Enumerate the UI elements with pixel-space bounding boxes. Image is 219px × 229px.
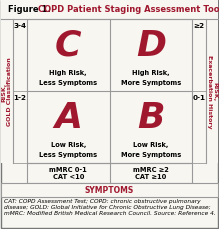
Text: Less Symptoms: Less Symptoms — [39, 152, 97, 158]
Text: D: D — [136, 29, 166, 63]
Text: B: B — [137, 101, 164, 134]
Text: C: C — [55, 29, 81, 63]
Bar — [27, 20, 110, 92]
Bar — [27, 20, 192, 163]
Text: RISK,
Exacerbation History: RISK, Exacerbation History — [207, 55, 217, 128]
Text: High Risk,: High Risk, — [132, 70, 170, 76]
Bar — [27, 163, 192, 183]
Bar — [110, 92, 192, 163]
Text: Low Risk,: Low Risk, — [51, 142, 86, 148]
Bar — [27, 92, 110, 163]
Text: More Symptoms: More Symptoms — [121, 80, 181, 86]
Text: Figure 1.: Figure 1. — [8, 5, 53, 14]
Text: Low Risk,: Low Risk, — [133, 142, 168, 148]
Text: RISK,
GOLD Classification: RISK, GOLD Classification — [1, 57, 12, 126]
Text: COPD Patient Staging Assessment Tool: COPD Patient Staging Assessment Tool — [38, 5, 219, 14]
Bar — [1, 183, 218, 197]
Bar — [192, 20, 206, 163]
Text: More Symptoms: More Symptoms — [121, 152, 181, 158]
Text: 1-2: 1-2 — [14, 95, 26, 101]
Text: 3-4: 3-4 — [14, 23, 26, 29]
Text: CAT: COPD Assessment Test; COPD: chronic obstructive pulmonary
disease; GOLD: Gl: CAT: COPD Assessment Test; COPD: chronic… — [4, 198, 216, 215]
Bar — [206, 20, 218, 163]
Bar — [1, 20, 13, 163]
Text: SYMPTOMS: SYMPTOMS — [85, 186, 134, 195]
Bar — [1, 1, 218, 20]
Text: mMRC ≥2
CAT ≥10: mMRC ≥2 CAT ≥10 — [133, 167, 169, 180]
Text: A: A — [54, 101, 82, 134]
Text: mMRC 0-1
CAT <10: mMRC 0-1 CAT <10 — [49, 167, 87, 180]
Bar — [110, 20, 192, 92]
Text: 0-1: 0-1 — [193, 95, 205, 101]
Bar — [13, 20, 27, 163]
Text: ≥2: ≥2 — [193, 23, 205, 29]
Text: Less Symptoms: Less Symptoms — [39, 80, 97, 86]
Text: High Risk,: High Risk, — [49, 70, 87, 76]
